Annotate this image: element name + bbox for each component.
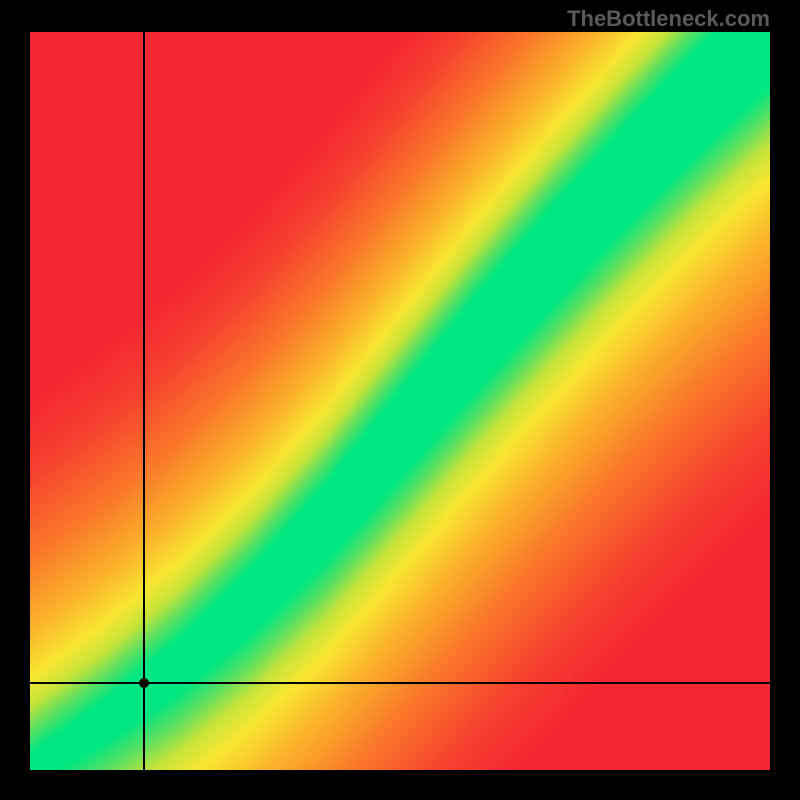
chart-container: TheBottleneck.com (0, 0, 800, 800)
marker-point (139, 678, 149, 688)
heatmap-canvas (30, 32, 770, 770)
crosshair-vertical (143, 32, 145, 770)
watermark-text: TheBottleneck.com (567, 6, 770, 32)
plot-area (30, 32, 770, 770)
